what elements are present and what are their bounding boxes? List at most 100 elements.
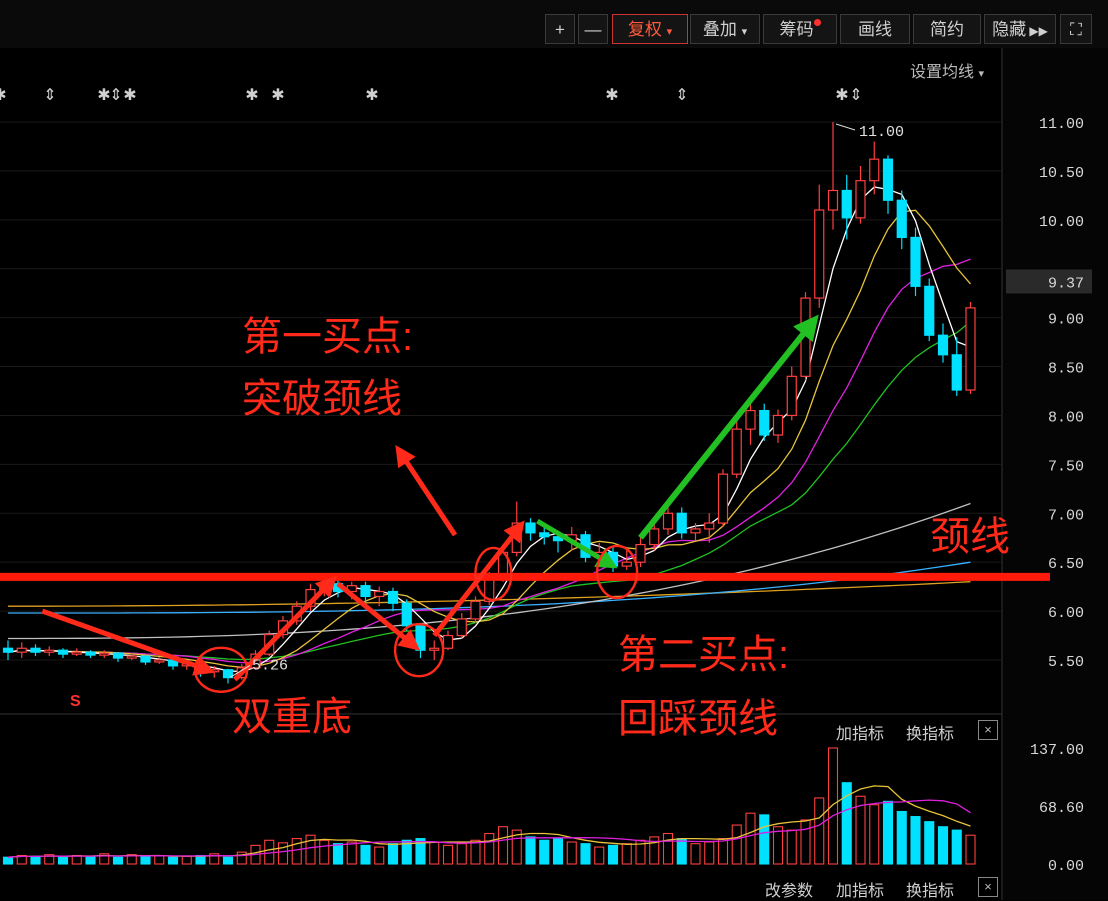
candle-down [30,647,41,653]
ma120-line [8,561,971,614]
candle-down [539,532,550,538]
current-price-box [1006,269,1092,294]
candle-down [401,602,412,627]
jianyue-button[interactable]: 简约 [913,14,981,44]
chouma-button[interactable]: 筹码 [763,14,837,44]
double-bottom-circle-1 [193,646,249,693]
volume-bar [827,747,839,865]
volume-bar [525,836,536,865]
fuquan-button[interactable]: 复权 ▾ [612,14,688,44]
volume-bar [539,839,550,865]
candle-down [910,236,921,287]
candle-up [429,647,440,651]
candle-down [57,649,69,655]
volume-bars [2,747,976,865]
volume-bar [167,856,179,865]
volume-bar [594,846,605,865]
candle-down [676,512,687,534]
volume-bar [910,816,921,865]
event-star-icon: ✱ [245,85,258,104]
diejia-button[interactable]: 叠加 ▾ [690,14,760,44]
volume-bar [374,846,385,865]
volume-axis: 137.00 68.60 0.00 [1030,742,1084,875]
close-panel-button[interactable]: × [978,720,998,740]
y-tick-label: 9.00 [1048,312,1084,329]
volume-bar [442,844,454,865]
modify-params-link[interactable]: 改参数 [765,883,814,900]
price-axis: 11.00 10.50 10.00 9.37 9.00 8.50 8.00 7.50 7.00 6… [1006,116,1092,671]
zoom-in-button[interactable]: + [545,14,575,44]
diejia-label: 叠加 [702,20,737,39]
candle-up [731,428,742,475]
switch-indicator-link-2[interactable]: 换指标 [906,883,955,900]
retest-arrow [536,518,618,569]
volume-bar [387,843,399,865]
volume-bar [855,795,866,865]
candles [2,122,976,684]
volume-bar [745,812,756,865]
candle-down [112,652,124,659]
volume-bar [126,854,137,865]
grid [0,48,1108,900]
ma-setting-dropdown[interactable]: 设置均线 ▾ [910,58,984,82]
candle-up [154,659,165,663]
volume-bar [291,838,302,865]
volume-bar [99,853,110,865]
chart-toolbar: + — 复权 ▾ 叠加 ▾ 筹码 画线 简约 隐藏 ▶▶ ⛶ [0,0,1108,48]
y-tick-label: 5.50 [1048,654,1084,671]
volume-ma10-line [7,799,971,858]
volume-bar [704,841,715,865]
volume-bar [456,843,467,865]
event-arrow-icon: ⇕ [43,85,56,104]
switch-indicator-link[interactable]: 换指标 [906,726,955,743]
volume-bar [841,782,852,865]
event-star-icon: ✱ [123,85,136,104]
volume-bar [16,854,27,865]
double-bottom-circle-2 [393,623,445,678]
volume-bar [222,856,234,865]
add-indicator-link[interactable]: 加指标 [836,726,885,743]
candle-down [951,354,962,391]
event-star-icon: ✱ [0,85,7,104]
volume-bar [552,838,564,865]
add-indicator-link-2[interactable]: 加指标 [836,883,885,900]
buy1-pointer-arrow [395,444,458,537]
huaxian-button[interactable]: 画线 [840,14,910,44]
candle-up [442,634,454,649]
fullscreen-button[interactable]: ⛶ [1060,14,1092,44]
volume-bar [965,834,976,865]
yincang-label: 隐藏 [992,20,1027,39]
candle-down [415,625,426,651]
volume-bar [676,838,687,865]
volume-bar [690,843,701,865]
volume-bar [580,843,591,865]
close-panel-button-2[interactable]: × [978,877,998,897]
y-tick-label: 7.50 [1048,458,1084,475]
yincang-button[interactable]: 隐藏 ▶▶ [984,14,1056,44]
y-tick-label: 7.00 [1048,507,1084,524]
rebound-arrow [233,575,337,682]
candle-down [882,158,894,201]
candle-up [965,307,976,391]
high-price-label: 11.00 [859,124,904,141]
double-chevron-right-icon: ▶▶ [1026,24,1048,38]
volume-bar [85,855,96,865]
volume-bar [30,855,41,865]
volume-bar [786,829,797,865]
candle-down [222,669,234,679]
volume-bar [937,826,949,865]
volume-bar [951,829,962,865]
event-star-icon: ✱ [97,85,110,104]
candle-up [855,180,866,219]
volume-bar [415,838,426,865]
volume-bar [57,856,69,865]
retest-circle [595,544,639,600]
volume-bar [484,832,495,865]
candle-up [470,600,481,620]
candle-up [717,473,729,524]
candle-up [456,618,467,637]
candle-up [16,647,27,653]
close-icon: × [984,879,992,894]
zoom-out-button[interactable]: — [578,14,608,44]
volume-bar [717,838,729,865]
